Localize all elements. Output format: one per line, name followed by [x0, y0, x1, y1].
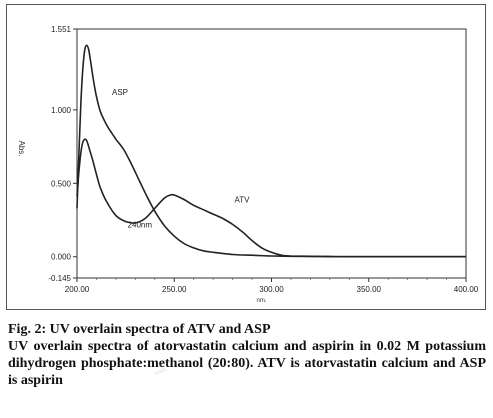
y-tick-label: -0.145: [48, 274, 71, 283]
x-axis-label: nm.: [256, 298, 266, 304]
x-tick-label: 400.00: [454, 285, 479, 294]
chart-axes: 200.00 250.00 300.00 350.00 400.00 -0.145 0.00…: [17, 25, 479, 304]
figure-frame: [6, 4, 486, 310]
annotation-label: ASP: [112, 88, 128, 97]
uv-spectra-chart: 200.00 250.00 300.00 350.00 400.00 -0.145 0.00…: [17, 25, 479, 304]
x-tick-label: 250.00: [162, 285, 187, 294]
caption-title: Fig. 2: UV overlain spectra of ATV and A…: [8, 322, 271, 337]
y-tick-label: 0.000: [51, 253, 72, 262]
plot-area-border: [76, 28, 467, 279]
y-tick-label: 1.000: [51, 106, 72, 115]
figure-caption: Fig. 2: UV overlain spectra of ATV and A…: [8, 321, 486, 389]
caption-description: UV overlain spectra of atorvastatin calc…: [8, 339, 486, 388]
annotation-label: ATV: [235, 195, 251, 204]
annotation-label: 240nm: [128, 220, 153, 229]
chart-annotations: ASP ATV 240nm: [112, 88, 250, 229]
y-tick-label: 0.500: [51, 179, 72, 188]
x-tick-label: 350.00: [357, 285, 382, 294]
x-tick-label: 200.00: [65, 285, 90, 294]
chart-curves: [76, 44, 466, 258]
y-tick-label: 1.551: [51, 25, 72, 34]
x-tick-label: 300.00: [259, 285, 284, 294]
series-line-atv: [76, 138, 466, 258]
y-axis-label: Abs.: [17, 140, 26, 156]
